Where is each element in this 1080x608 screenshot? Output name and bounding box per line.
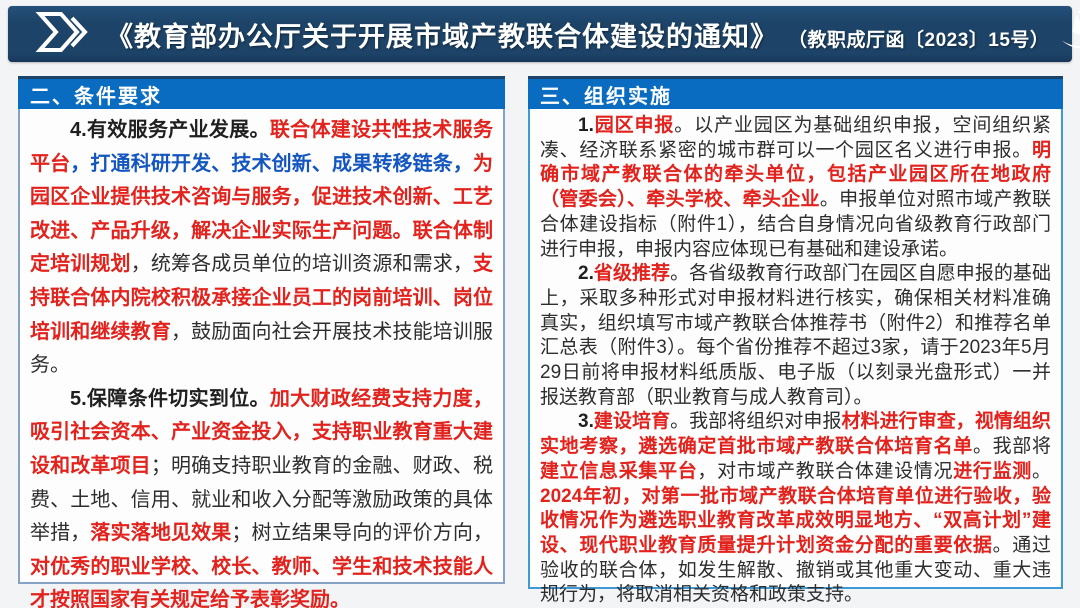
double-chevron-arrow-icon	[34, 10, 96, 59]
text-run: 。我部将	[972, 436, 1051, 458]
section-body-requirements: 4.有效服务产业发展。联合体建设共性技术服务平台，打通科研开发、技术创新、成果转…	[20, 109, 503, 608]
swoosh-star-logo-icon	[1055, 7, 1080, 62]
text-run: 支持联合体内院校积极承接企业员工的岗前培训、岗位培训和继续教育	[30, 253, 494, 343]
text-run: 对优秀的职业学校、校长、教师、学生和技术技能人才按照国家有关规定给予表彰奖励。	[30, 555, 493, 608]
text-run: 材料进行审查，视情组织实地考察，遴选确定首批市域产教联合体培育名单	[540, 411, 1051, 458]
text-run: ，统筹各成员单位的培训资源和需求，	[130, 253, 474, 276]
section-header-implementation: 三、组织实施	[528, 76, 1063, 109]
paragraph-point-5: 5.保障条件切实到位。加大财政经费支持力度，吸引社会资本、产业资金投入，支持职业…	[30, 383, 493, 608]
text-run: 省级推荐	[593, 263, 671, 285]
paragraph-step-3: 3.建设培育。我部将组织对申报材料进行审查，视情组织实地考察，遴选确定首批市域产…	[540, 410, 1051, 608]
text-run: 为园区企业提供技术咨询与服务，促进技术创新、工艺改进、产品升级，解决企业实际生产…	[30, 152, 494, 276]
paragraph-step-1: 1.园区申报。以产业园区为基础组织申报，空间组织紧凑、经济联系紧密的城市群可以一…	[540, 114, 1051, 262]
text-run: 4.有效服务产业发展。	[70, 119, 270, 141]
text-run: 2024年初，对第一批市域产教联合体培育单位进行验收，验收情况作为遴选职业教育改…	[540, 485, 1051, 556]
text-run: ；树立结果导向的评价方向，	[231, 522, 494, 545]
text-run: 。通过验收的联合体，如发生解散、撤销或其他重大变动、重大违规行为，将取消相关资格…	[540, 534, 1051, 606]
section-implementation: 三、组织实施 1.园区申报。以产业园区为基础组织申报，空间组织紧凑、经济联系紧密…	[528, 76, 1063, 605]
paragraph-point-4: 4.有效服务产业发展。联合体建设共性技术服务平台，打通科研开发、技术创新、成果转…	[30, 114, 493, 383]
text-run: 进行监测	[953, 460, 1032, 482]
text-run: 5.保障条件切实到位。	[70, 387, 270, 410]
text-run: 。	[1031, 460, 1051, 482]
section-header-requirements: 二、条件要求	[18, 76, 505, 109]
text-run: 。我部将组织对申报	[670, 411, 842, 433]
text-run: 加大财政经费支持力度，吸引社会资本、产业资金投入，支持职业教育重大建设和改革项目	[30, 387, 493, 477]
text-run: 。申报单位对照市域产教联合体建设指标（附件1），结合自身情况向省级教育行政部门进…	[540, 189, 1051, 260]
paragraph-step-2: 2.省级推荐。各省级教育行政部门在园区自愿申报的基础上，采取多种形式对申报材料进…	[540, 262, 1051, 410]
title-group: 《教育部办公厅关于开展市域产教联合体建设的通知》 （教职成厅函〔2023〕15号…	[106, 15, 1049, 54]
text-run: 。以产业园区为基础组织申报，空间组织紧凑、经济联系紧密的城市群可以一个园区名义进…	[540, 115, 1051, 161]
title-bar: 《教育部办公厅关于开展市域产教联合体建设的通知》 （教职成厅函〔2023〕15号…	[8, 6, 1080, 62]
text-run: 园区申报	[593, 115, 675, 136]
text-run: ，鼓励面向社会开展技术技能培训服务。	[30, 320, 494, 377]
text-run: 2.	[578, 263, 594, 285]
section-body-implementation: 1.园区申报。以产业园区为基础组织申报，空间组织紧凑、经济联系紧密的城市群可以一…	[530, 109, 1061, 608]
text-run: 建设培育	[593, 411, 671, 433]
text-run: 明确市域产教联合体的牵头单位，包括产业园区所在地政府（管委会）、牵头学校、牵头企…	[540, 139, 1051, 211]
text-run: ；明确支持职业教育的金融、财政、税费、土地、信用、就业和收入分配等激励政策的具体…	[30, 454, 494, 545]
text-run: 联合体建设共性技术服务平台	[30, 119, 493, 175]
text-run: 1.	[578, 115, 594, 136]
section-requirements: 二、条件要求 4.有效服务产业发展。联合体建设共性技术服务平台，打通科研开发、技…	[18, 76, 505, 608]
text-run: 建立信息采集平台	[540, 460, 698, 482]
doc-number: （教职成厅函〔2023〕15号）	[788, 29, 1050, 51]
text-run: ，打通科研开发、技术创新、成果转移链条，	[70, 152, 474, 175]
text-run: ，对市域产教联合体建设情况	[697, 460, 954, 482]
page-title: 《教育部办公厅关于开展市域产教联合体建设的通知》	[106, 21, 778, 52]
text-run: 3.	[578, 411, 594, 433]
text-run: 落实落地见效果	[90, 522, 232, 545]
text-run: 。各省级教育行政部门在园区自愿申报的基础上，采取多种形式对申报材料进行核实，确保…	[540, 263, 1051, 408]
